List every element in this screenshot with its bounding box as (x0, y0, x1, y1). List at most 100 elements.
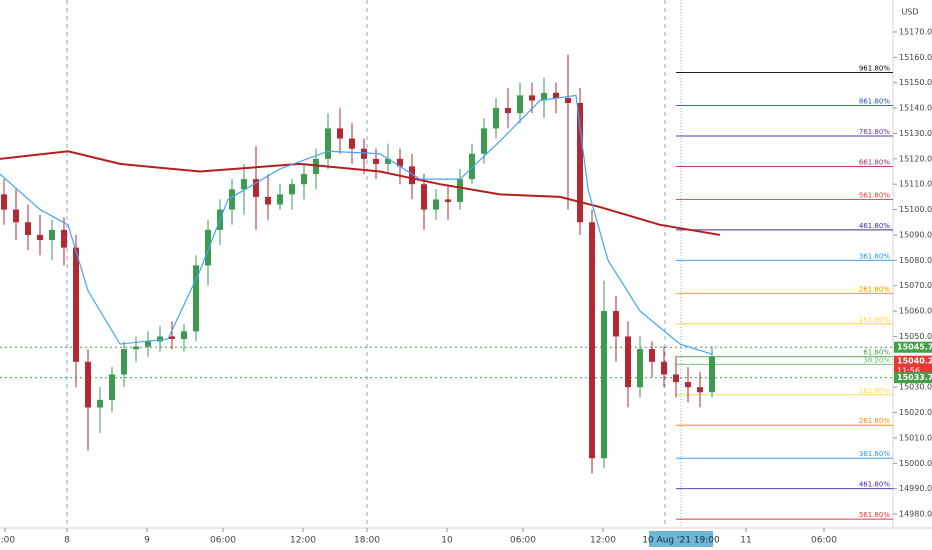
candle-body (613, 311, 619, 337)
candle-body (253, 179, 259, 197)
price-tag (894, 372, 932, 384)
candle-body (385, 158, 391, 164)
candle-body (601, 311, 607, 459)
candle-body (565, 97, 571, 104)
candle-body (361, 148, 367, 159)
moving-average (0, 94, 713, 355)
fib-label: 161.80% (859, 316, 890, 324)
candle-body (589, 222, 595, 459)
currency-label: USD (901, 8, 918, 17)
y-tick-label: 15120.00 (899, 154, 932, 163)
y-tick-label: 15140.00 (899, 104, 932, 113)
candle-body (193, 265, 199, 332)
candle-body (577, 103, 583, 223)
candle-body (433, 199, 439, 210)
candle-body (349, 138, 355, 149)
candle-body (325, 128, 331, 159)
price-tag-label: 15033.75 (897, 373, 932, 382)
y-tick-label: 15090.00 (899, 230, 932, 239)
candle-body (637, 349, 643, 388)
candle-body (85, 361, 91, 408)
candle-body (49, 229, 55, 241)
y-tick-label: 15030.00 (899, 383, 932, 392)
x-tick-label: 10 (441, 536, 453, 546)
x-tick-label: 11 (740, 536, 751, 546)
candle-body (661, 361, 667, 375)
y-tick-label: 15080.00 (899, 256, 932, 265)
candle-body (169, 336, 175, 339)
candle-body (709, 356, 715, 393)
y-tick-label: 15050.00 (899, 332, 932, 341)
fib-label: 361.80% (859, 450, 890, 458)
candle-body (445, 199, 451, 202)
candle-body (493, 108, 499, 129)
fib-label: 561.80% (859, 191, 890, 199)
fib-label: 461.80% (859, 481, 890, 489)
y-tick-label: 15160.00 (899, 53, 932, 62)
candle-body (421, 184, 427, 210)
y-tick-label: 15010.00 (899, 433, 932, 442)
candle-body (529, 95, 535, 101)
fib-label: 761.80% (859, 128, 890, 136)
x-tick-label: 18:00 (354, 536, 380, 546)
candle-body (1, 194, 7, 210)
x-tick-label: 2:00 (0, 536, 15, 546)
price-tag (894, 341, 932, 353)
candle-body (37, 234, 43, 241)
y-tick-label: 15000.00 (899, 459, 932, 468)
fib-label: 61.80% (863, 349, 890, 357)
crosshair-label: 10 Aug '21 19:00 (642, 536, 720, 546)
candle-body (337, 128, 343, 139)
fib-label: 861.80% (859, 98, 890, 106)
candle-body (13, 209, 19, 223)
candle-body (673, 374, 679, 383)
candle-body (109, 374, 115, 400)
y-tick-label: 15020.00 (899, 408, 932, 417)
candle-body (97, 399, 103, 408)
fib-label: 561.80% (859, 511, 890, 519)
x-tick-label: 06:00 (510, 536, 536, 546)
candle-body (61, 229, 67, 248)
price-tag-label: 15040.25 (897, 357, 932, 366)
y-tick-label: 15150.00 (899, 78, 932, 87)
candle-body (541, 92, 547, 101)
fib-label: 961.80% (859, 65, 890, 73)
candle-body (685, 382, 691, 388)
candle-body (145, 341, 151, 347)
candle-body (697, 387, 703, 393)
candle-body (25, 222, 31, 235)
fib-label: 261.80% (859, 285, 890, 293)
candle-body (409, 166, 415, 185)
moving-average (0, 150, 721, 236)
y-tick-label: 14980.00 (899, 510, 932, 519)
y-tick-label: 15070.00 (899, 281, 932, 290)
fib-label: 361.80% (859, 252, 890, 260)
candle-body (157, 336, 163, 342)
candle-body (277, 194, 283, 205)
y-tick-label: 15100.00 (899, 205, 932, 214)
candle-body (457, 179, 463, 202)
candle-body (517, 95, 523, 114)
candle-body (505, 108, 511, 114)
candle-body (397, 158, 403, 167)
candle-body (265, 196, 271, 205)
fib-label: 461.80% (859, 222, 890, 230)
candle-body (241, 179, 247, 190)
x-tick-label: 12:00 (290, 536, 316, 546)
x-tick-label: 9 (144, 536, 150, 546)
y-tick-label: 15130.00 (899, 129, 932, 138)
y-tick-label: 15060.00 (899, 307, 932, 316)
candle-body (373, 158, 379, 164)
candle-body (133, 346, 139, 350)
candle-body (181, 331, 187, 339)
candle-body (121, 349, 127, 375)
crosshair-label-bg (649, 531, 713, 547)
candle-body (481, 128, 487, 154)
countdown: 11:56 (897, 367, 920, 376)
fib-label: 261.80% (859, 417, 890, 425)
candle-body (625, 336, 631, 388)
candle-body (205, 229, 211, 266)
candle-body (73, 247, 79, 362)
